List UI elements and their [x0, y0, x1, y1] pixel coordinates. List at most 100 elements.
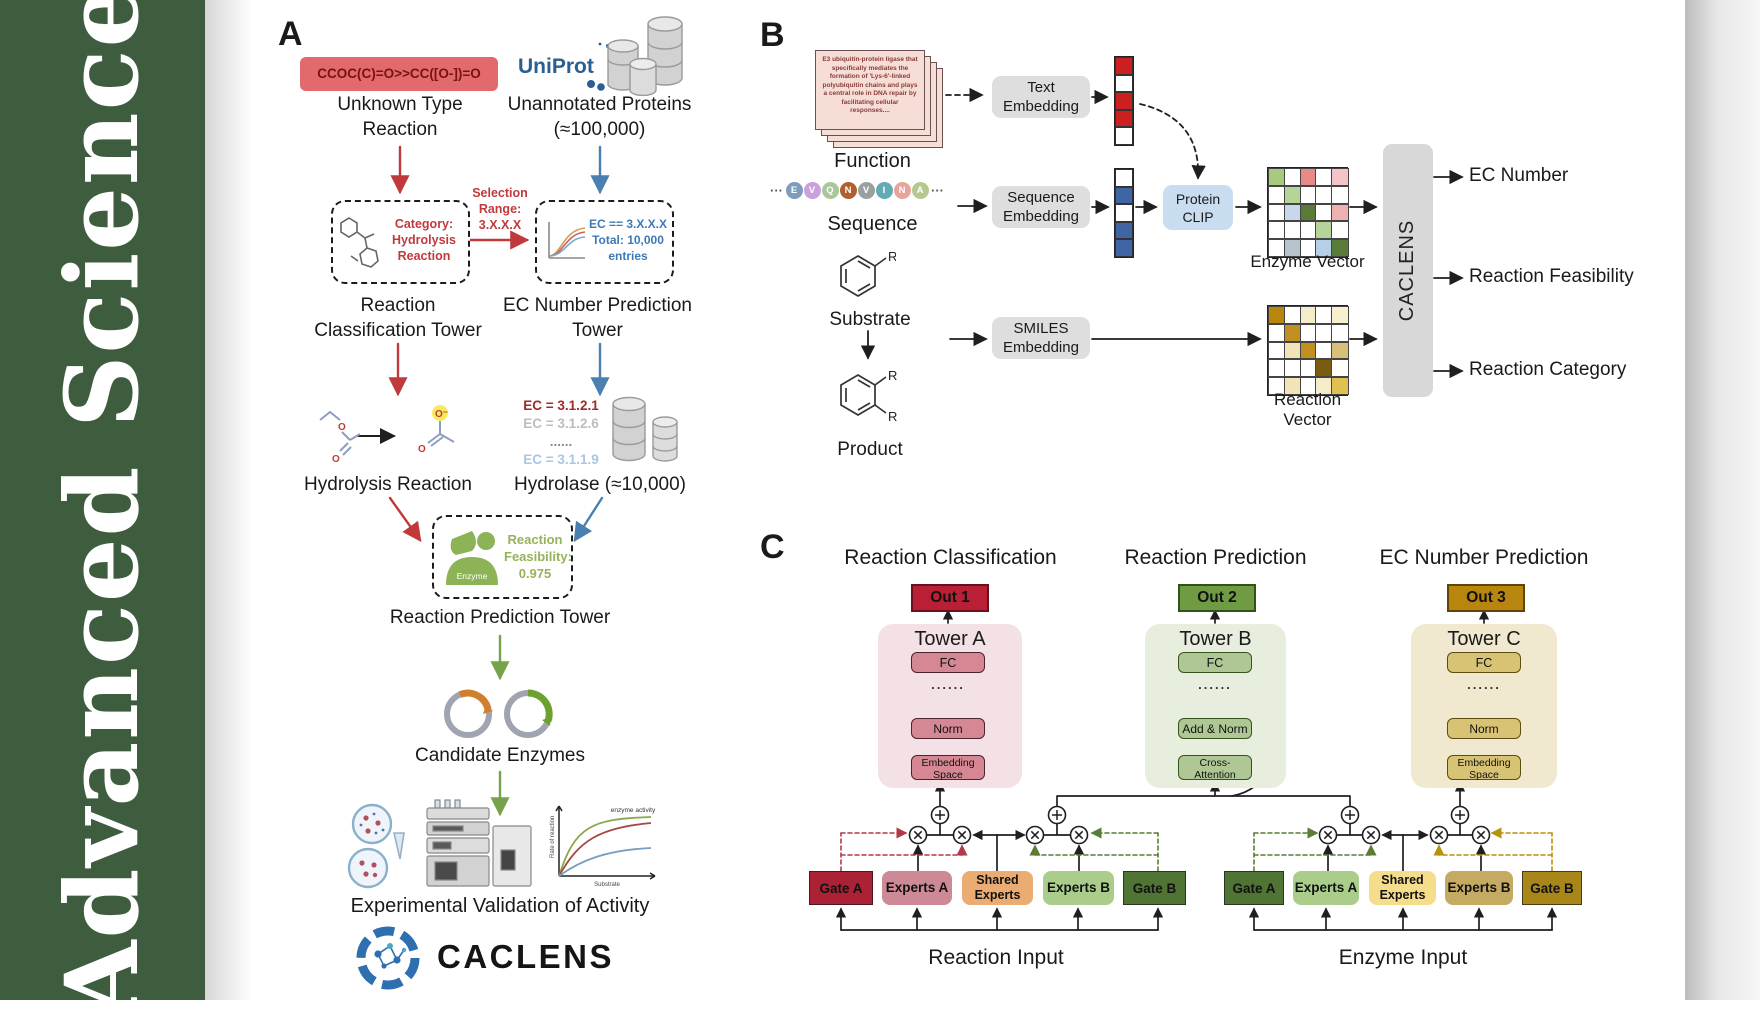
- panel-a-label: A: [278, 15, 303, 53]
- enzyme-vector-matrix: [1267, 167, 1349, 258]
- vector-cell: [1115, 127, 1133, 145]
- text-embedding-vector: [1114, 56, 1134, 146]
- vector-cell: [1331, 323, 1349, 342]
- tower-b-label: Tower B: [1179, 628, 1252, 650]
- vector-cell: [1115, 221, 1133, 240]
- selection-range-label: Selection Range: 3.X.X.X: [472, 186, 528, 232]
- journal-strip: [0, 0, 205, 1000]
- candidate-enzymes-label: Candidate Enzymes: [414, 745, 586, 766]
- ec-range-label: EC == 3.X.X.X Total: 10,000 entries: [588, 217, 668, 263]
- vector-cell: [1331, 168, 1349, 186]
- uniprot-logo: UniProt: [518, 55, 594, 78]
- sequence-label: Sequence: [827, 213, 918, 235]
- vector-cell: [1115, 92, 1133, 110]
- vector-cell: [1331, 359, 1349, 378]
- page-left-shadow: [205, 0, 253, 1000]
- vector-cell: [1115, 74, 1133, 93]
- column-title-reaction-classification: Reaction Classification: [844, 546, 1057, 569]
- enzyme-gate-a: Gate A: [1224, 871, 1284, 905]
- function-card-text: E3 ubiquitin-protein ligase that specifi…: [822, 56, 918, 114]
- residue-circle: E: [785, 182, 803, 200]
- tower-a-dots: ......: [931, 677, 965, 692]
- out2-box: Out 2: [1178, 584, 1256, 612]
- panel-b-label: B: [760, 16, 785, 54]
- category-label: Category: Hydrolysis Reaction: [392, 217, 456, 263]
- ec-list-item: EC = 3.1.1.9: [523, 452, 599, 467]
- vector-cell: [1331, 185, 1349, 204]
- tower-c-embedding-space: Embedding Space: [1447, 755, 1521, 781]
- unannotated-proteins-label: Unannotated Proteins (≈100,000): [507, 94, 692, 140]
- reaction-classification-box: Category: Hydrolysis Reaction: [331, 200, 470, 284]
- enzyme-gate-b: Gate B: [1522, 871, 1582, 905]
- ec-selection-box: EC == 3.X.X.X Total: 10,000 entries: [535, 200, 674, 284]
- text-embedding-box: Text Embedding: [992, 76, 1090, 118]
- ec-list-item: EC = 3.1.2.6: [523, 416, 599, 431]
- reaction-vector-label: Reaction Vector: [1273, 390, 1342, 429]
- tower-a-norm: Norm: [911, 718, 985, 739]
- enzyme-experts-a: Experts A: [1293, 871, 1359, 905]
- vector-cell: [1115, 186, 1133, 205]
- hydrolase-label: Hydrolase (≈10,000): [513, 474, 686, 495]
- reaction-experts-b: Experts B: [1043, 871, 1114, 905]
- residue-circle: N: [893, 182, 911, 200]
- residue-circle: N: [839, 182, 857, 200]
- tower-c-norm: Norm: [1447, 718, 1521, 739]
- svg-text:O: O: [418, 444, 426, 455]
- function-cards: E3 ubiquitin-protein ligase that specifi…: [815, 50, 947, 152]
- sequence-row: ··· E V Q N V I N A ···: [768, 182, 968, 200]
- tower-a-embedding-space: Embedding Space: [911, 755, 985, 781]
- vector-cell: [1115, 169, 1133, 187]
- svg-text:O: O: [338, 422, 346, 433]
- ester-molecule-icon: O O: [319, 410, 360, 464]
- plasmids-icon: [444, 689, 553, 738]
- unknown-reaction-label: Unknown Type Reaction: [337, 94, 463, 140]
- residue-circle: V: [803, 182, 821, 200]
- feasibility-label: Reaction Feasibility: 0.975: [504, 532, 572, 581]
- prediction-tower-label: Reaction Prediction Tower: [389, 607, 611, 628]
- vector-cell: [1331, 239, 1349, 257]
- vector-cell: [1331, 221, 1349, 240]
- svg-text:enzyme activity: enzyme activity: [611, 807, 656, 814]
- svg-text:R: R: [888, 249, 896, 264]
- enzyme-input-label: Enzyme Input: [1338, 946, 1468, 969]
- smiles-reaction-box: CCOC(C)=O>>CC([O-])=O: [300, 57, 498, 91]
- protein-clip-box: Protein CLIP: [1163, 185, 1233, 230]
- molecule-icon: [340, 217, 379, 268]
- tower-c-label: Tower C: [1447, 628, 1521, 650]
- hydrolysis-reaction-label: Hydrolysis Reaction: [304, 474, 472, 495]
- caclens-wordmark: CACLENS: [437, 938, 615, 975]
- svg-text:Enzyme: Enzyme: [457, 571, 488, 581]
- residue-circle: Q: [821, 182, 839, 200]
- reaction-feasibility-box: Enzyme Reaction Feasibility: 0.975: [432, 515, 573, 599]
- vector-cell: [1115, 204, 1133, 222]
- output-reaction-feasibility: Reaction Feasibility: [1469, 266, 1634, 287]
- reaction-experts-a: Experts A: [882, 871, 952, 905]
- tower-b-fc: FC: [1178, 652, 1252, 673]
- residue-circle: A: [911, 182, 929, 200]
- tower-b-dots: ......: [1198, 677, 1232, 692]
- svg-text:Substrate: Substrate: [594, 882, 620, 888]
- sequence-embedding-vector: [1114, 168, 1134, 258]
- curves-icon: [548, 222, 586, 259]
- hplc-instrument-icon: [426, 799, 532, 887]
- column-title-ec-number-prediction: EC Number Prediction: [1379, 546, 1589, 569]
- classification-tower-label: Reaction Classification Tower: [314, 295, 482, 341]
- ec-list: EC = 3.1.2.1 EC = 3.1.2.6...... EC = 3.1.1…: [520, 397, 602, 469]
- database-stack-icon: [612, 396, 678, 462]
- sequence-embedding-box: Sequence Embedding: [992, 186, 1090, 228]
- petri-dish-icon: [347, 803, 405, 889]
- vector-cell: [1331, 203, 1349, 222]
- substrate-label: Substrate: [829, 309, 911, 330]
- enzyme-shared-experts: Shared Experts: [1369, 871, 1436, 905]
- activity-plot-icon: Rate of reaction Substrate enzyme activi…: [550, 805, 656, 888]
- output-ec-number: EC Number: [1469, 165, 1569, 186]
- smiles-embedding-box: SMILES Embedding: [992, 317, 1090, 359]
- panel-c-label: C: [760, 528, 785, 566]
- substrate-molecule-icon: R: [840, 249, 896, 297]
- svg-text:Rate of reaction: Rate of reaction: [550, 816, 556, 858]
- column-title-reaction-prediction: Reaction Prediction: [1124, 546, 1307, 569]
- tower-a-label: Tower A: [914, 628, 986, 650]
- residue-circle: I: [875, 182, 893, 200]
- out1-box: Out 1: [911, 584, 989, 612]
